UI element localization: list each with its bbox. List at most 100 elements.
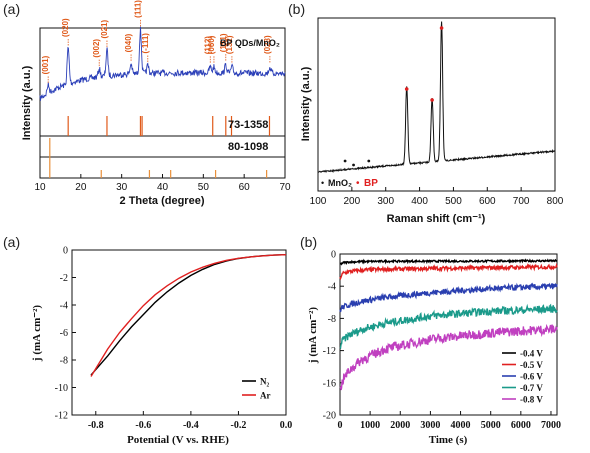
raman-spectrum-line [318,21,556,174]
xrd-peak-label: (112) [203,36,212,55]
it-y-axis-title: j (mA cm⁻²) [307,307,319,364]
xrd-sample-label: BP QDs/MnO₂ [220,38,280,48]
raman-x-tick-label: 600 [479,196,496,207]
xrd-frame [39,27,286,179]
xrd-peak-label: (020) [61,18,70,37]
raman-bp-marker [404,87,409,91]
raman-frame [317,17,556,192]
y-tick-label: -16 [323,378,336,389]
series-line [339,323,558,391]
xrd-x-tick-label: 10 [34,182,46,193]
xrd-reference-73-1358 [67,116,271,136]
y-tick-label: -8 [60,356,68,367]
lsv-frame [71,249,287,416]
legend-label: -0.5 V [520,360,543,370]
xrd-peak-label: (040) [124,33,133,52]
raman-mno2-marker [352,163,355,167]
x-tick-label: 3000 [420,420,440,431]
y-tick-label: -4 [328,282,336,293]
raman-x-ticks: 100 200 300 400 500 600 700 800 [310,187,564,207]
y-tick-label: -12 [55,411,68,422]
raman-x-tick-label: 700 [513,196,530,207]
y-tick-label: -2 [60,273,68,284]
panel-xrd: (a) (001) (020) (002)(021) (040) (111) (-111)… [3,0,291,207]
it-series [339,258,558,391]
panel-label-lsv: (a) [3,234,20,250]
raman-x-tick-label: 300 [377,196,394,207]
x-tick-label: -0.8 [88,420,104,431]
xrd-x-ticks: 10 20 30 40 50 60 70 [34,174,291,193]
xrd-x-tick-label: 20 [75,182,87,193]
xrd-peak-labels: (001) (020) (002)(021) (040) (111) (-111) (112… [41,0,272,84]
raman-mno2-marker [367,159,371,163]
lsv-y-ticks: 0 -2 -4 -6 -8 -10 -12 [55,246,76,422]
x-tick-label: 4000 [451,420,471,431]
y-tick-label: -6 [60,328,68,339]
lsv-x-axis-title: Potential (V vs. RHE) [127,434,229,446]
lsv-legend: N₂ Ar [242,377,271,401]
x-tick-label: 2000 [390,420,410,431]
raman-mno2-marker [343,159,347,163]
lsv-series [90,254,287,377]
xrd-y-axis-title: Intensity (a.u.) [21,65,33,140]
x-tick-label: 1000 [360,420,380,431]
xrd-peak-label: (002) [92,39,101,58]
raman-bp-marker [439,26,444,30]
series-line [339,303,558,350]
x-tick-label: 5000 [481,420,501,431]
series-line [339,262,558,281]
it-legend: -0.4 V-0.5 V -0.6 V-0.7 V -0.8 V [502,349,543,405]
xrd-peak-label: (111) [133,0,142,18]
legend-label: N₂ [260,377,269,387]
y-tick-label: -4 [60,301,68,312]
legend-label: -0.4 V [520,349,543,359]
panel-label-it: (b) [300,234,317,250]
panel-raman: (b) • MnO₂ • BP 100 200 300 400 500 600 700 800… [288,1,564,225]
raman-bp-marker [430,98,434,102]
y-tick-label: -20 [323,411,336,422]
raman-y-axis-title: Intensity (a.u.) [300,66,312,141]
y-tick-label: -8 [328,314,336,325]
series-line [90,254,287,377]
raman-x-tick-label: 400 [411,196,428,207]
y-tick-label: -10 [55,383,68,394]
raman-peak-markers [343,26,466,167]
xrd-x-tick-label: 50 [198,182,210,193]
xrd-ref2-label: 80-1098 [228,141,268,153]
raman-legend-mno2-marker: • [321,178,324,188]
legend-label: -0.6 V [520,372,543,382]
xrd-peak-label: (023) [263,35,272,54]
it-frame [339,253,558,416]
series-line [339,258,558,266]
legend-label: -0.8 V [520,395,543,405]
legend-label: -0.7 V [520,383,543,393]
xrd-peak-label: (060) [207,35,216,54]
raman-x-tick-label: 200 [344,196,361,207]
x-tick-label: -0.4 [183,420,199,431]
raman-mno2-marker [462,157,466,161]
xrd-ref1-label: 73-1358 [228,119,268,131]
raman-x-axis-title: Raman shift (cm⁻¹) [387,213,486,225]
raman-legend: • MnO₂ • BP [321,178,378,189]
panel-label-raman: (b) [288,1,305,17]
xrd-x-tick-label: 40 [157,182,169,193]
x-tick-label: -0.6 [135,420,151,431]
xrd-pattern-line [39,26,286,101]
raman-legend-bp: BP [364,178,378,189]
xrd-x-tick-label: 30 [116,182,128,193]
xrd-peak-label: (132) [225,35,234,54]
raman-x-tick-label: 100 [310,196,327,207]
series-line [339,282,558,313]
x-tick-label: -0.2 [231,420,247,431]
raman-x-tick-label: 800 [547,196,564,207]
lsv-y-axis-title: j (mA cm⁻²) [31,305,43,362]
lsv-x-ticks: -0.8 -0.6 -0.4 -0.2 0.0 [88,411,292,431]
it-x-ticks: 0 1000 2000 3000 4000 5000 6000 7000 [338,411,561,431]
raman-legend-mno2: MnO₂ [328,178,352,188]
x-tick-label: 6000 [511,420,531,431]
it-y-ticks: 0 -4 -8 -12 -16 -20 [323,250,344,422]
xrd-reference-80-1098 [49,138,268,178]
raman-legend-bp-marker: • [356,178,360,189]
it-x-axis-title: Time (s) [429,434,468,446]
